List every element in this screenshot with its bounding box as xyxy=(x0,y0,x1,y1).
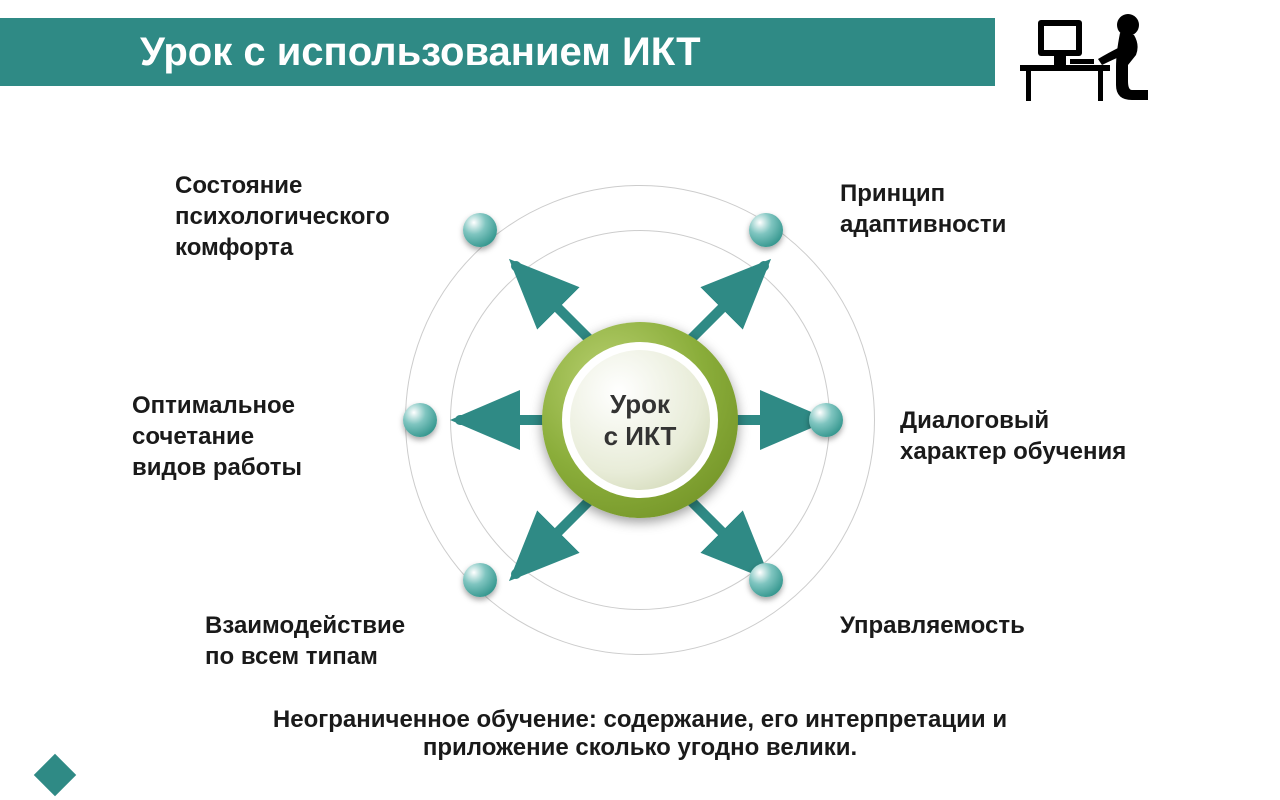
hub-ring-inner: Урок с ИКТ xyxy=(570,350,710,490)
header-title: Урок с использованием ИКТ xyxy=(140,30,701,75)
label-optimal-combo: Оптимальное сочетание видов работы xyxy=(132,390,302,484)
node-dialogue xyxy=(809,403,843,437)
label-psych-comfort: Состояние психологического комфорта xyxy=(175,170,390,264)
footer-text: Неограниченное обучение: содержание, его… xyxy=(0,706,1280,762)
header-bar: Урок с использованием ИКТ xyxy=(0,18,995,86)
node-psych-comfort xyxy=(463,213,497,247)
node-optimal-combo xyxy=(403,403,437,437)
label-interaction: Взаимодействие по всем типам xyxy=(205,610,405,672)
node-controllability xyxy=(749,563,783,597)
hub-text-line2: с ИКТ xyxy=(604,420,677,453)
footer-line: Неограниченное обучение: содержание, его… xyxy=(273,706,1007,761)
slide: Урок с использованием ИКТ xyxy=(0,0,1280,800)
radial-diagram: Урок с ИКТ Состояние психологического ко… xyxy=(0,120,1280,760)
hub-text-line1: Урок xyxy=(610,388,670,421)
person-computer-icon xyxy=(1020,5,1160,105)
label-controllability: Управляемость xyxy=(840,610,1025,641)
center-hub: Урок с ИКТ xyxy=(542,322,738,518)
node-adaptivity xyxy=(749,213,783,247)
label-dialogue: Диалоговый характер обучения xyxy=(900,405,1126,467)
node-interaction xyxy=(463,563,497,597)
label-adaptivity: Принцип адаптивности xyxy=(840,178,1006,240)
